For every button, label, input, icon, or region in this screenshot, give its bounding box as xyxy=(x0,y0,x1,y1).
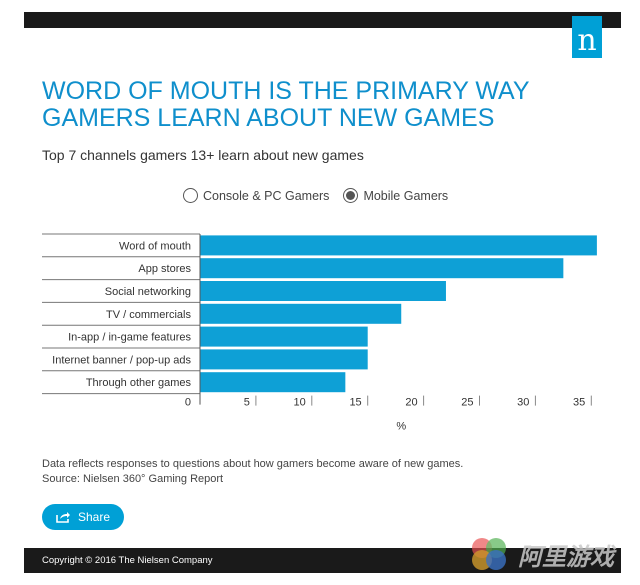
series-toggle: Console & PC Gamers Mobile Gamers xyxy=(183,188,462,203)
footnote-text: Data reflects responses to questions abo… xyxy=(42,458,464,470)
toggle-mobile[interactable]: Mobile Gamers xyxy=(343,188,448,203)
radio-mobile[interactable] xyxy=(343,188,359,203)
category-label: Internet banner / pop-up ads xyxy=(52,354,191,366)
watermark-logo-icon xyxy=(472,538,506,570)
watermark: 阿里游戏 xyxy=(468,530,628,578)
x-tick-label: 35 xyxy=(573,397,585,409)
x-tick-label: 15 xyxy=(349,397,361,409)
share-button[interactable]: Share xyxy=(42,504,124,530)
bar-chart: Word of mouth App stores Social networking… xyxy=(42,233,597,433)
bar-6 xyxy=(200,372,346,393)
x-tick-label: 25 xyxy=(461,397,473,409)
toggle-mobile-label: Mobile Gamers xyxy=(363,188,449,203)
footer-bar: Copyright © 2016 The Nielsen Company xyxy=(24,548,621,573)
bar-2 xyxy=(200,281,446,301)
nielsen-logo: n xyxy=(572,16,602,58)
category-label: TV / commercials xyxy=(106,309,191,321)
chart-subtitle: Top 7 channels gamers 13+ learn about ne… xyxy=(42,147,364,163)
headline: WORD OF MOUTH IS THE PRIMARY WAY GAMERS … xyxy=(42,77,530,132)
copyright-text: Copyright © 2016 The Nielsen Company xyxy=(42,555,213,566)
category-label: In-app / in-game features xyxy=(68,332,191,344)
category-label: Social networking xyxy=(105,286,191,298)
x-tick-label: 20 xyxy=(405,397,417,409)
share-icon xyxy=(56,512,70,523)
radio-console-pc[interactable] xyxy=(183,188,198,203)
share-label: Share xyxy=(77,510,111,524)
category-label: Through other games xyxy=(86,377,192,389)
footnote: Data reflects responses to questions abo… xyxy=(42,457,463,487)
category-label: App stores xyxy=(138,263,191,275)
toggle-console-pc-label: Console & PC Gamers xyxy=(203,188,330,203)
source-text: Source: Nielsen 360° Gaming Report xyxy=(42,473,224,485)
x-tick-label: 0 xyxy=(185,397,191,409)
x-axis-label: % xyxy=(396,421,406,433)
bar-4 xyxy=(200,326,368,347)
category-label: Word of mouth xyxy=(119,240,191,252)
watermark-text: 阿里游戏 xyxy=(518,542,614,571)
x-tick-label: 10 xyxy=(294,397,306,409)
x-tick-label: 5 xyxy=(244,397,250,409)
x-tick-label: 30 xyxy=(517,397,529,409)
bar-5 xyxy=(200,349,368,370)
top-bar xyxy=(24,12,621,28)
bar-0 xyxy=(200,235,597,256)
bar-3 xyxy=(200,303,402,324)
toggle-console-pc[interactable]: Console & PC Gamers xyxy=(183,188,329,203)
bar-1 xyxy=(200,258,564,279)
